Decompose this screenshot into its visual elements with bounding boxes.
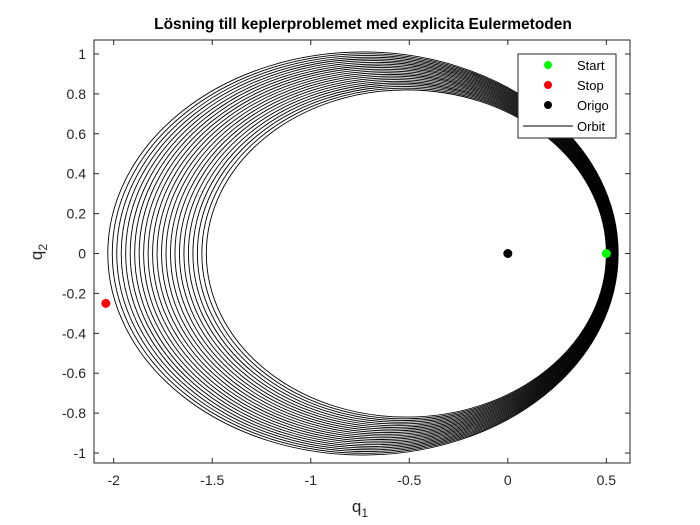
legend-start-label: Start [577, 58, 605, 73]
legend-start-marker [544, 61, 552, 69]
orbit-loop [147, 67, 614, 440]
legend-origo-label: Origo [577, 98, 609, 113]
orbit-loop [138, 63, 615, 444]
legend-box [517, 53, 617, 139]
x-axis-label: q1 [352, 497, 368, 520]
y-tick-label: 0 [78, 245, 86, 261]
y-tick-label: -0.8 [62, 405, 86, 421]
x-tick-label: 0 [504, 472, 512, 488]
y-tick-label: -0.4 [62, 325, 86, 341]
orbit-loop [143, 65, 615, 442]
stop-marker [101, 298, 111, 308]
orbit-loop [165, 73, 612, 434]
x-tick-label: -2 [107, 472, 120, 488]
orbit-loop [111, 53, 619, 454]
origo-marker [503, 248, 513, 258]
orbit-loop [116, 54, 618, 453]
y-tick-label: 0.6 [67, 126, 87, 142]
x-tick-label: 0.5 [597, 472, 617, 488]
y-tick-label: 0.8 [67, 86, 87, 102]
orbit-loop [161, 72, 613, 435]
orbit-loop [152, 68, 614, 439]
y-axis-label: q2 [27, 244, 50, 260]
orbit-loop [120, 56, 618, 451]
legend-origo-marker [544, 101, 552, 109]
plot-box [93, 39, 631, 464]
orbit-loop [134, 61, 616, 446]
x-tick-label: -1.5 [200, 472, 224, 488]
legend-stop-label: Stop [577, 78, 604, 93]
y-tick-label: -0.2 [62, 285, 86, 301]
y-tick-label: 1 [78, 46, 86, 62]
orbit-loop [107, 51, 619, 456]
y-tick-label: 0.4 [67, 166, 87, 182]
legend-stop-marker [544, 81, 552, 89]
legend: Start Stop Origo Orbit [517, 53, 617, 139]
orbit-series [107, 51, 619, 456]
legend-orbit-label: Orbit [577, 119, 606, 134]
y-tick-label: -0.6 [62, 365, 86, 381]
x-tick-label: -1 [305, 472, 318, 488]
marker-series [101, 248, 611, 308]
x-axis-ticks: -2 -1.5 -1 -0.5 0 0.5 [107, 40, 616, 488]
start-marker [601, 248, 611, 258]
y-axis-ticks: -1 -0.8 -0.6 -0.4 -0.2 0 0.2 0.4 0.6 0.8 1 [62, 46, 630, 461]
orbit-loop [129, 60, 616, 447]
chart-title: Lösning till keplerproblemet med explici… [154, 16, 572, 33]
x-tick-label: -0.5 [397, 472, 421, 488]
orbit-loop [125, 58, 617, 449]
y-tick-label: 0.2 [67, 206, 87, 222]
orbit-loop [156, 70, 613, 437]
y-tick-label: -1 [74, 445, 87, 461]
